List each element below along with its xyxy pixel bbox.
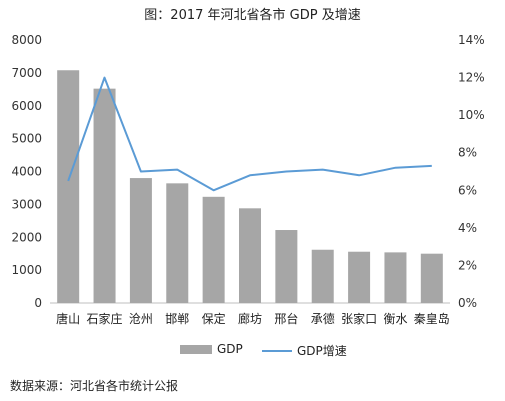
y-left-tick-label: 6000: [11, 99, 42, 113]
legend-line-swatch: [262, 349, 292, 352]
x-category-label: 邯郸: [165, 311, 189, 326]
gdp-bar: [166, 183, 189, 303]
x-category-label: 廊坊: [238, 311, 262, 326]
x-category-label: 保定: [202, 311, 226, 326]
gdp-bar: [311, 249, 334, 303]
y-right-tick-label: 8%: [458, 146, 477, 160]
gdp-bar: [57, 70, 80, 304]
gdp-bar: [420, 253, 443, 303]
x-category-label: 沧州: [129, 311, 153, 326]
y-left-tick-label: 8000: [11, 33, 42, 47]
y-left-tick-label: 1000: [11, 263, 42, 277]
y-right-tick-label: 4%: [458, 221, 477, 235]
gdp-bar: [275, 230, 298, 303]
y-right-tick-label: 2%: [458, 258, 477, 272]
gdp-growth-line: [67, 76, 432, 192]
y-left-tick-label: 2000: [11, 230, 42, 244]
x-category-label: 承德: [311, 311, 335, 326]
y-left-tick-label: 7000: [11, 66, 42, 80]
gdp-bar: [93, 88, 116, 303]
legend: GDP GDP增速: [0, 342, 505, 358]
gdp-bar: [129, 178, 152, 303]
y-right-tick-label: 10%: [458, 108, 485, 122]
y-right-tick-label: 14%: [458, 33, 485, 47]
y-left-tick-label: 3000: [11, 197, 42, 211]
chart-title: 图：2017 年河北省各市 GDP 及增速: [144, 8, 361, 23]
x-category-label: 唐山: [56, 311, 80, 326]
legend-item-gdp-growth: GDP增速: [262, 342, 347, 359]
legend-item-gdp: GDP: [180, 342, 243, 356]
legend-gdp-growth-label: GDP增速: [297, 344, 347, 358]
legend-bar-swatch: [180, 344, 212, 354]
y-right-tick-label: 0%: [458, 296, 477, 310]
gdp-bar: [202, 196, 225, 303]
y-right-tick-label: 12%: [458, 71, 485, 85]
y-left-tick-label: 0: [34, 296, 42, 310]
source-note: 数据来源：河北省各市统计公报: [10, 379, 179, 393]
gdp-bar: [348, 251, 371, 303]
gdp-bar: [384, 252, 407, 303]
x-category-label: 衡水: [383, 312, 407, 326]
y-left-tick-label: 4000: [11, 165, 42, 179]
y-right-tick-label: 6%: [458, 183, 477, 197]
x-category-label: 秦皇岛: [414, 311, 450, 326]
x-category-label: 张家口: [341, 311, 377, 326]
gdp-bar: [239, 208, 261, 303]
x-category-label: 邢台: [274, 311, 298, 326]
legend-gdp-label: GDP: [217, 342, 243, 356]
x-category-label: 石家庄: [87, 311, 123, 326]
y-left-tick-label: 5000: [11, 132, 42, 146]
